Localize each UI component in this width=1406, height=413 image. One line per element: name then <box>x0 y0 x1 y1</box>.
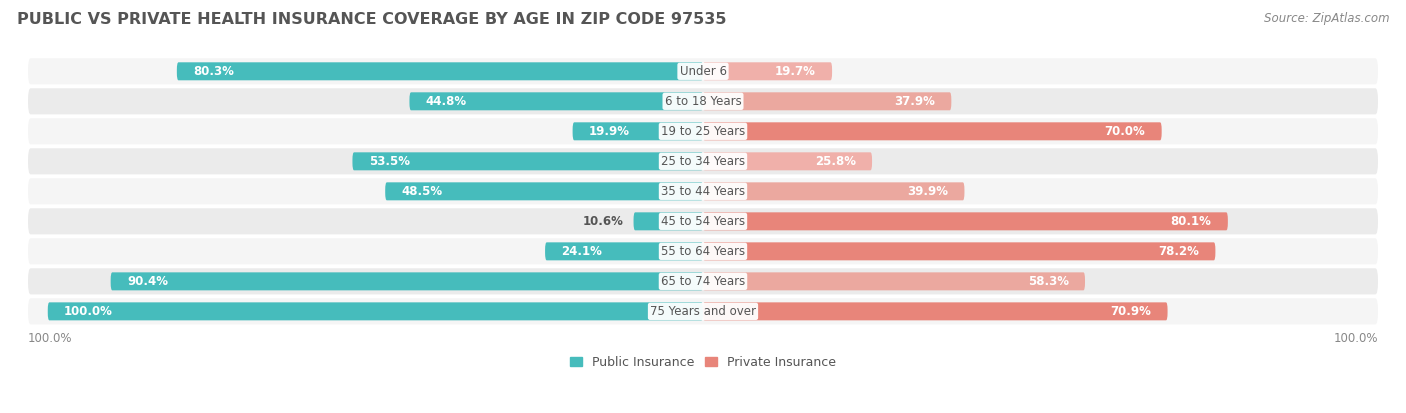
Text: Source: ZipAtlas.com: Source: ZipAtlas.com <box>1264 12 1389 25</box>
FancyBboxPatch shape <box>28 118 1378 145</box>
FancyBboxPatch shape <box>703 182 965 200</box>
Text: 70.9%: 70.9% <box>1111 305 1152 318</box>
FancyBboxPatch shape <box>634 212 703 230</box>
Text: PUBLIC VS PRIVATE HEALTH INSURANCE COVERAGE BY AGE IN ZIP CODE 97535: PUBLIC VS PRIVATE HEALTH INSURANCE COVER… <box>17 12 727 27</box>
FancyBboxPatch shape <box>703 122 1161 140</box>
Text: Under 6: Under 6 <box>679 65 727 78</box>
FancyBboxPatch shape <box>703 152 872 170</box>
FancyBboxPatch shape <box>703 93 952 110</box>
FancyBboxPatch shape <box>28 88 1378 114</box>
Text: 58.3%: 58.3% <box>1028 275 1069 288</box>
FancyBboxPatch shape <box>28 148 1378 174</box>
Text: 75 Years and over: 75 Years and over <box>650 305 756 318</box>
FancyBboxPatch shape <box>28 58 1378 84</box>
FancyBboxPatch shape <box>28 178 1378 204</box>
FancyBboxPatch shape <box>353 152 703 170</box>
FancyBboxPatch shape <box>111 272 703 290</box>
Text: 6 to 18 Years: 6 to 18 Years <box>665 95 741 108</box>
FancyBboxPatch shape <box>28 268 1378 294</box>
Text: 37.9%: 37.9% <box>894 95 935 108</box>
FancyBboxPatch shape <box>572 122 703 140</box>
Text: 100.0%: 100.0% <box>28 332 73 345</box>
Text: 39.9%: 39.9% <box>907 185 948 198</box>
FancyBboxPatch shape <box>28 208 1378 235</box>
FancyBboxPatch shape <box>703 242 1215 260</box>
FancyBboxPatch shape <box>385 182 703 200</box>
FancyBboxPatch shape <box>409 93 703 110</box>
FancyBboxPatch shape <box>48 302 703 320</box>
FancyBboxPatch shape <box>703 62 832 80</box>
Text: 100.0%: 100.0% <box>1333 332 1378 345</box>
Text: 19.7%: 19.7% <box>775 65 815 78</box>
Text: 70.0%: 70.0% <box>1105 125 1146 138</box>
Text: 80.1%: 80.1% <box>1171 215 1212 228</box>
Text: 35 to 44 Years: 35 to 44 Years <box>661 185 745 198</box>
Text: 48.5%: 48.5% <box>402 185 443 198</box>
FancyBboxPatch shape <box>28 238 1378 264</box>
Text: 24.1%: 24.1% <box>561 245 602 258</box>
FancyBboxPatch shape <box>177 62 703 80</box>
Text: 65 to 74 Years: 65 to 74 Years <box>661 275 745 288</box>
FancyBboxPatch shape <box>703 212 1227 230</box>
FancyBboxPatch shape <box>703 272 1085 290</box>
Legend: Public Insurance, Private Insurance: Public Insurance, Private Insurance <box>569 356 837 369</box>
Text: 25 to 34 Years: 25 to 34 Years <box>661 155 745 168</box>
Text: 53.5%: 53.5% <box>368 155 409 168</box>
Text: 19 to 25 Years: 19 to 25 Years <box>661 125 745 138</box>
Text: 10.6%: 10.6% <box>583 215 624 228</box>
Text: 25.8%: 25.8% <box>814 155 856 168</box>
FancyBboxPatch shape <box>703 302 1167 320</box>
Text: 80.3%: 80.3% <box>193 65 235 78</box>
FancyBboxPatch shape <box>28 298 1378 324</box>
Text: 45 to 54 Years: 45 to 54 Years <box>661 215 745 228</box>
Text: 90.4%: 90.4% <box>127 275 169 288</box>
FancyBboxPatch shape <box>546 242 703 260</box>
Text: 55 to 64 Years: 55 to 64 Years <box>661 245 745 258</box>
Text: 19.9%: 19.9% <box>589 125 630 138</box>
Text: 100.0%: 100.0% <box>65 305 112 318</box>
Text: 78.2%: 78.2% <box>1159 245 1199 258</box>
Text: 44.8%: 44.8% <box>426 95 467 108</box>
